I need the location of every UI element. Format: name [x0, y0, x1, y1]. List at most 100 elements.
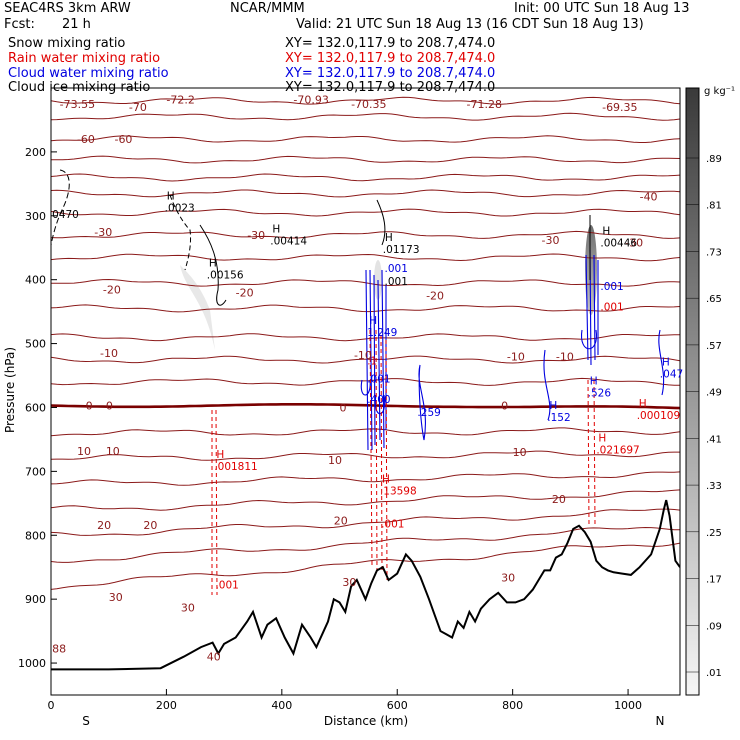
isotherm-line [51, 304, 680, 313]
isotherm-line [51, 278, 680, 287]
isotherm-label: 30 [181, 601, 195, 614]
isotherm-line [51, 542, 680, 590]
cloud-ice-contours [51, 169, 591, 306]
max-marker-h: H [216, 449, 224, 461]
field-xy-snow: XY= 132.0,117.9 to 208.7,474.0 [285, 36, 496, 51]
y-tick-label: 300 [25, 210, 46, 223]
y-tick-label: 400 [25, 274, 46, 287]
isotherm-label: -10 [354, 349, 372, 362]
isotherm-line [51, 135, 680, 143]
isotherm-line [51, 355, 680, 364]
max-marker-h: H [602, 226, 610, 238]
colorbar-tick-label: .49 [706, 388, 722, 399]
x-axis-title: Distance (km) [324, 714, 408, 728]
colorbar-tick-label: .57 [706, 341, 722, 352]
isotherm-label: 0 [106, 400, 113, 413]
isotherm-label: -30 [247, 229, 265, 242]
cloud-water-plume-a [365, 269, 387, 451]
isotherm-label: 20 [334, 515, 348, 528]
field-xy-cloud-water: XY= 132.0,117.9 to 208.7,474.0 [285, 66, 496, 81]
colorbar-tick-label: .33 [706, 481, 722, 492]
isotherm-label: -20 [426, 290, 444, 303]
isotherm-label: -10 [556, 350, 574, 363]
isotherm-label: -73.55 [60, 98, 95, 111]
isotherm-line [51, 173, 680, 182]
colorbar-tick-label: .65 [706, 294, 722, 305]
fcst-value: 21 h [62, 17, 91, 32]
fcst-label: Fcst: [4, 17, 35, 32]
field-name-snow: Snow mixing ratio [8, 36, 126, 51]
colorbar-units: g kg⁻¹ [704, 86, 735, 97]
isotherm-label: 40 [207, 651, 221, 664]
colorbar-tick-label: .01 [706, 668, 722, 679]
colorbar-tick-label: .81 [706, 201, 722, 212]
max-marker-h: H [639, 398, 647, 410]
rain-dash-mid [369, 329, 388, 581]
rain-dash-east [587, 379, 596, 526]
isotherm-label: 0 [86, 400, 93, 413]
max-marker-h: H [385, 232, 393, 244]
isotherm-label: -20 [236, 286, 254, 299]
isotherm-label: -69.35 [602, 101, 637, 114]
isotherm-label: 20 [143, 519, 157, 532]
y-axis-title: Pressure (hPa) [3, 347, 17, 433]
max-value-label: .00446 [600, 238, 637, 250]
max-value-label: .001 [367, 374, 390, 386]
isotherm-label: -10 [100, 347, 118, 360]
north-end-label: N [656, 714, 665, 728]
max-value-label: .01173 [383, 244, 420, 256]
isotherm-label: -60 [114, 133, 132, 146]
isotherm-line [51, 155, 680, 164]
colorbar-tick-label: .09 [706, 621, 722, 632]
terrain-line [51, 499, 680, 671]
isotherm-line [51, 189, 680, 198]
max-marker-h: H [382, 473, 390, 485]
max-marker-h: H [598, 433, 606, 445]
y-tick-label: 600 [25, 401, 46, 414]
isotherm-label: 10 [106, 445, 120, 458]
max-value-label: .0023 [165, 202, 195, 214]
cloud-ice-outline-b [199, 224, 227, 306]
isotherm-line [51, 230, 680, 239]
valid-label: Valid: 21 UTC Sun 18 Aug 13 (16 CDT Sun … [296, 17, 644, 32]
zero-isotherm-line [51, 403, 680, 410]
x-tick-label: 600 [387, 699, 408, 712]
max-value-label: .001 [215, 579, 238, 591]
max-value-label: .001 [381, 519, 404, 531]
max-value-label: .152 [547, 412, 570, 424]
snow-shading-plume-west [180, 265, 215, 350]
isotherm-label: 10 [77, 445, 91, 458]
max-marker-h: H [272, 224, 280, 236]
y-tick-label: 900 [25, 593, 46, 606]
y-tick-label: 700 [25, 465, 46, 478]
isotherm-label: -71.28 [466, 98, 501, 111]
x-tick-label: 800 [502, 699, 523, 712]
isotherm-line [51, 471, 680, 486]
max-marker-h: H [590, 376, 598, 388]
isotherm-label: 0 [340, 401, 347, 414]
isotherm-label: 30 [342, 576, 356, 589]
y-tick-label: 800 [25, 529, 46, 542]
isotherm-label: -60 [77, 133, 95, 146]
isotherm-label: -30 [625, 237, 643, 250]
colorbar-tick-label: .17 [706, 575, 722, 586]
cloud-ice-outline-left [51, 169, 70, 246]
max-value-label: .00414 [270, 236, 307, 248]
south-end-label: S [82, 714, 90, 728]
field-xy-rain: XY= 132.0,117.9 to 208.7,474.0 [285, 51, 496, 66]
max-value-label: .021697 [596, 445, 639, 457]
isotherm-label: -20 [103, 283, 121, 296]
isotherm-label: -72.2 [166, 94, 194, 107]
x-tick-label: 0 [48, 699, 55, 712]
isotherm-label: -70 [129, 101, 147, 114]
max-value-label: .047 [660, 369, 683, 381]
max-value-label: 0470 [52, 209, 79, 221]
init-label: Init: 00 UTC Sun 18 Aug 13 [514, 1, 690, 16]
y-tick-label: 200 [25, 146, 46, 159]
max-marker-h: H [369, 315, 377, 327]
max-value-label: .000109 [637, 410, 680, 422]
cloud-water-small-a [418, 364, 426, 441]
isotherm-line [51, 112, 680, 121]
colorbar-tick-label: .25 [706, 528, 722, 539]
